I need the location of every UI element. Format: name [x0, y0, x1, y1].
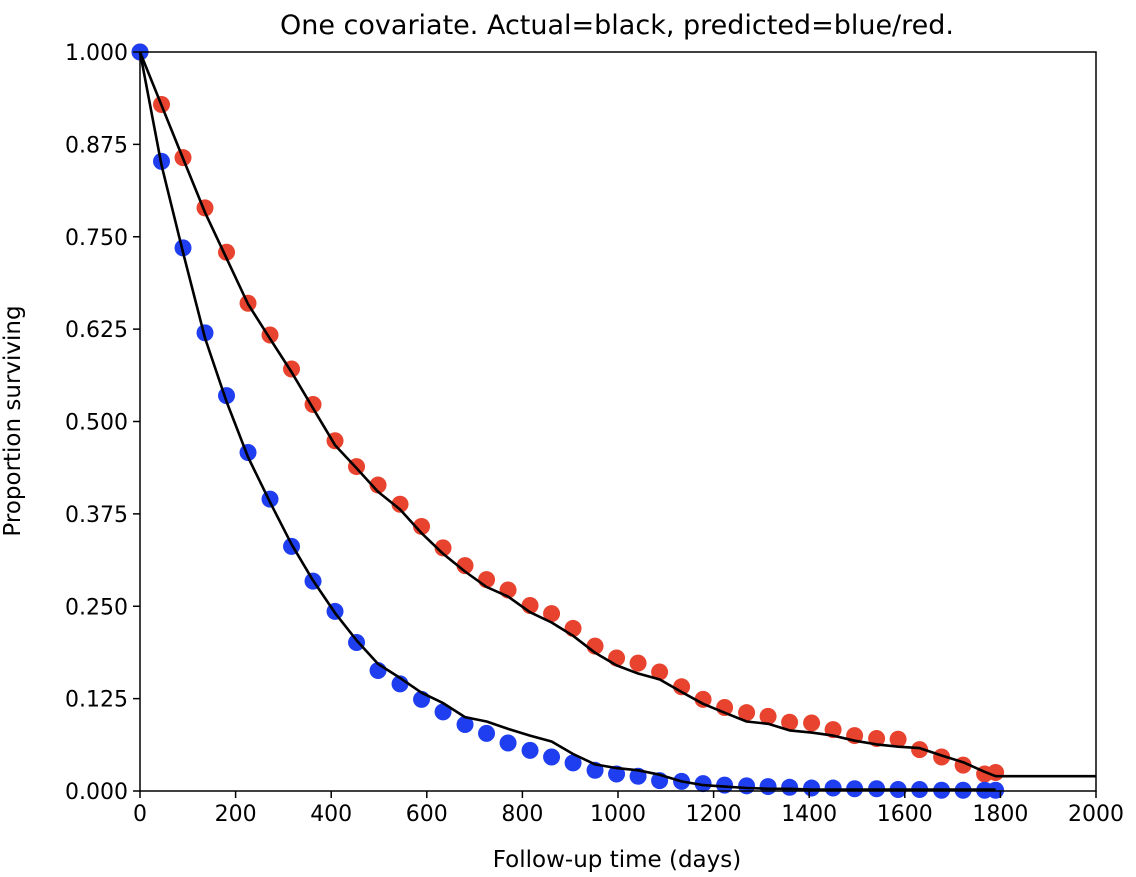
predicted-point-0-26 [694, 690, 712, 708]
x-tick-label-400: 400 [310, 802, 352, 827]
predicted-point-0-28 [738, 704, 756, 722]
predicted-point-0-31 [803, 714, 821, 732]
predicted-point-0-13 [413, 517, 431, 535]
axes: 0 200 400 600 800 1000 1200 1400 1600 1800 2000 0.0… [65, 41, 1124, 827]
actual-survival-line-3 [138, 51, 996, 791]
predicted-point-1-32 [824, 779, 842, 797]
predicted-point-0-30 [781, 713, 799, 731]
y-tick-label-1.000: 1.000 [65, 41, 128, 66]
predicted-point-0-14 [434, 539, 452, 557]
predicted-point-0-29 [759, 707, 777, 725]
predicted-point-0-11 [369, 476, 387, 494]
x-tick-label-0: 0 [133, 802, 147, 827]
y-tick-label-0.875: 0.875 [65, 133, 128, 158]
predicted-point-1-27 [716, 776, 734, 794]
predicted-point-1-29 [759, 778, 777, 796]
x-tick-label-1600: 1600 [877, 802, 933, 827]
x-tick-label-1000: 1000 [590, 802, 646, 827]
y-tick-label-0.250: 0.250 [65, 595, 128, 620]
predicted-point-0-15 [456, 557, 474, 575]
predicted-point-1-28 [738, 777, 756, 795]
predicted-point-0-19 [543, 605, 561, 623]
x-axis-label: Follow-up time (days) [493, 847, 741, 873]
predicted-point-0-25 [673, 678, 691, 696]
predicted-point-0-35 [889, 730, 907, 748]
predicted-point-1-31 [803, 779, 821, 797]
y-tick-label-0.125: 0.125 [65, 688, 128, 713]
predicted-point-0-12 [391, 495, 409, 513]
y-tick-label-0.375: 0.375 [65, 503, 128, 528]
y-axis-label: Proportion surviving [0, 305, 26, 536]
x-tick-label-800: 800 [501, 802, 543, 827]
predicted-point-1-18 [521, 741, 539, 759]
x-tick-label-600: 600 [406, 802, 448, 827]
predicted-point-1-6 [261, 490, 279, 508]
y-tick-label-0.000: 0.000 [65, 780, 128, 805]
y-tick-label-0.750: 0.750 [65, 226, 128, 251]
x-tick-label-1400: 1400 [781, 802, 837, 827]
predicted-point-1-16 [478, 724, 496, 742]
plot-frame [139, 51, 1097, 792]
predicted-point-0-23 [629, 654, 647, 672]
x-tick-label-200: 200 [215, 802, 257, 827]
predicted-point-1-15 [456, 715, 474, 733]
predicted-point-1-20 [564, 754, 582, 772]
x-tick-label-2000: 2000 [1068, 802, 1124, 827]
y-tick-label-0.625: 0.625 [65, 318, 128, 343]
chart-title: One covariate. Actual=black, predicted=b… [280, 10, 954, 41]
x-tick-label-1800: 1800 [972, 802, 1028, 827]
actual-survival-line-2 [138, 51, 1096, 778]
x-tick-label-1200: 1200 [686, 802, 742, 827]
predicted-point-1-19 [543, 748, 561, 766]
predicted-point-0-24 [651, 663, 669, 681]
plot-area [131, 43, 1096, 799]
predicted-point-0-36 [911, 741, 929, 759]
y-tick-label-0.500: 0.500 [65, 411, 128, 436]
predicted-point-1-17 [499, 734, 517, 752]
predicted-point-1-14 [434, 703, 452, 721]
predicted-point-1-30 [781, 778, 799, 796]
predicted-point-1-26 [694, 775, 712, 793]
